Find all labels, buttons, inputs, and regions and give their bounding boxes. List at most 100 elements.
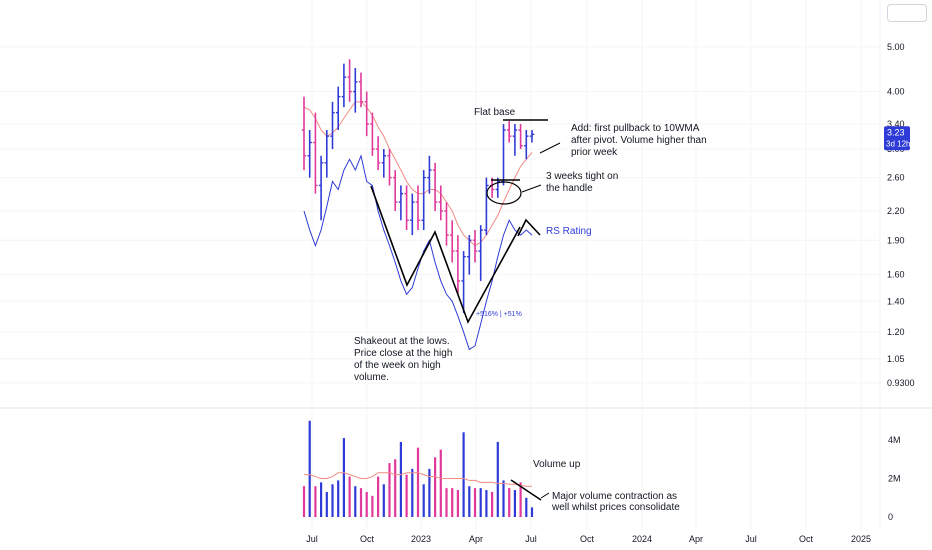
candle xyxy=(330,101,335,150)
candle xyxy=(353,68,358,113)
volume-bar xyxy=(308,420,311,517)
rs-peak-line xyxy=(517,218,541,237)
volume-bar xyxy=(485,490,488,517)
volume-tick-label: 4M xyxy=(888,435,901,445)
price-axis: 5.004.003.403.002.602.201.901.601.401.20… xyxy=(0,42,915,388)
price-tick-label: 5.00 xyxy=(887,42,905,52)
candle xyxy=(529,130,535,143)
volume-bar xyxy=(302,486,306,517)
volume-bar xyxy=(320,482,323,517)
time-axis: Jul Oct 2023 Apr Jul Oct 2024 Apr Jul Oct 2025 xyxy=(306,0,871,544)
candle xyxy=(432,162,438,212)
candle xyxy=(364,91,369,137)
volume-bar xyxy=(473,488,477,517)
time-tick-label: Oct xyxy=(580,534,595,544)
candle xyxy=(398,185,404,221)
volume-bar xyxy=(451,488,454,517)
volume-bar xyxy=(388,463,391,517)
volume-bar xyxy=(479,488,482,517)
flat-base-label: Flat base xyxy=(474,107,516,118)
contraction-note-line-2: well whilst prices consolidate xyxy=(551,502,680,513)
candle xyxy=(518,124,523,150)
candle xyxy=(307,130,312,178)
volume-bar xyxy=(508,488,511,517)
time-tick-label: 2023 xyxy=(411,534,431,544)
volume-bar xyxy=(382,484,385,517)
candle xyxy=(313,112,318,194)
price-tick-label: 1.40 xyxy=(887,296,905,306)
chart-settings-box[interactable] xyxy=(887,4,927,22)
candle xyxy=(324,130,329,178)
candle xyxy=(512,124,518,156)
price-tick-label: 2.20 xyxy=(887,206,905,216)
candle xyxy=(484,177,489,236)
volume-bar xyxy=(428,468,431,517)
volume-contraction-arrow xyxy=(540,492,550,499)
rs-rating-label: RS Rating xyxy=(546,226,592,237)
last-price-badge: 3.23 3d 12h xyxy=(884,126,910,151)
handle-arrow xyxy=(521,184,542,193)
handle-ellipse xyxy=(486,181,522,205)
price-candles xyxy=(301,59,535,314)
volume-average-line xyxy=(304,472,532,487)
price-tick-label: 2.60 xyxy=(887,173,905,183)
price-tick-label: 1.05 xyxy=(887,354,905,364)
candle xyxy=(524,130,529,160)
candle xyxy=(341,63,347,108)
volume-bar xyxy=(502,480,505,517)
add-note-line-1: Add: first pullback to 10WMA xyxy=(571,123,700,134)
candle xyxy=(501,124,506,186)
volume-bar xyxy=(394,459,397,517)
volume-bar xyxy=(434,457,437,517)
time-tick-label: Oct xyxy=(799,534,814,544)
volume-bar xyxy=(405,474,408,517)
price-tick-label: 0.9300 xyxy=(887,378,915,388)
candle xyxy=(455,235,461,295)
time-tick-label: 2024 xyxy=(632,534,652,544)
volume-bar xyxy=(462,432,465,517)
volume-bar xyxy=(337,480,340,517)
pullback-arrow xyxy=(539,142,561,154)
time-tick-label: 2025 xyxy=(851,534,871,544)
volume-bar xyxy=(359,488,363,517)
shakeout-note-line-1: Shakeout at the lows. xyxy=(354,336,450,347)
drawings xyxy=(370,119,561,501)
volume-up-label: Volume up xyxy=(533,459,581,470)
time-tick-label: Jul xyxy=(306,534,318,544)
candle xyxy=(336,86,341,131)
price-tick-label: 4.00 xyxy=(887,87,905,97)
time-tick-label: Apr xyxy=(469,534,483,544)
volume-bar xyxy=(342,438,345,517)
candle xyxy=(370,112,375,156)
candle xyxy=(507,121,512,143)
volume-bar xyxy=(513,490,516,517)
volume-bars xyxy=(302,420,534,517)
candle xyxy=(478,225,483,281)
time-tick-label: Oct xyxy=(360,534,375,544)
volume-bar xyxy=(525,497,528,517)
candle xyxy=(358,72,364,108)
price-tick-label: 1.60 xyxy=(887,270,905,280)
volume-bar xyxy=(314,486,317,517)
volume-bar xyxy=(422,484,425,517)
candle xyxy=(381,149,386,178)
price-tick-label: 1.20 xyxy=(887,327,905,337)
pct-change-label: +516% | +51% xyxy=(476,311,522,318)
volume-contraction-line xyxy=(510,479,542,501)
volume-bar xyxy=(496,441,499,517)
volume-bar xyxy=(456,490,459,517)
candle xyxy=(415,185,421,231)
time-tick-label: Apr xyxy=(689,534,703,544)
volume-tick-label: 0 xyxy=(888,512,893,522)
candle xyxy=(318,155,324,221)
candle xyxy=(404,185,409,231)
volume-bar xyxy=(411,468,414,517)
last-price-countdown: 3d 12h xyxy=(886,139,910,148)
volume-bar xyxy=(331,484,334,517)
time-tick-label: Jul xyxy=(745,534,757,544)
volume-bar xyxy=(348,476,351,517)
candle xyxy=(450,220,455,263)
add-note-line-3: prior week xyxy=(571,147,618,158)
candle xyxy=(387,149,392,186)
